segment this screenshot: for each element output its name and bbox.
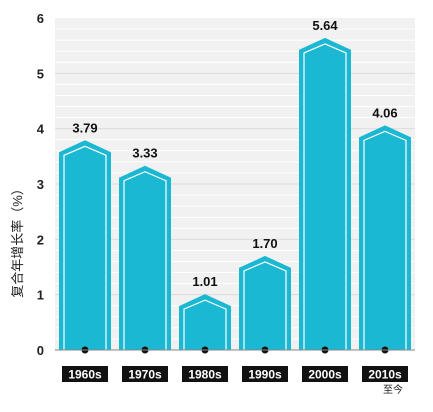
bar-inner-outline (183, 299, 227, 350)
category-1970s: 1970s (122, 366, 168, 382)
category-1990s: 1990s (242, 366, 288, 382)
y-axis-title: 复合年增长率（%） (10, 182, 25, 298)
bar-group-1980s: 1.01 (179, 274, 231, 354)
bar-group-1960s: 3.79 (59, 120, 111, 354)
bar (359, 125, 411, 350)
bar-inner-outline (303, 43, 347, 350)
value-label: 5.64 (312, 18, 338, 33)
bar-group-1990s: 1.70 (239, 236, 291, 354)
category-label: 2000s (308, 368, 342, 382)
category-label: 1960s (68, 368, 102, 382)
category-box (122, 366, 168, 382)
bar-inner-outline (63, 145, 107, 350)
bar-inner-outline (123, 171, 167, 350)
bar (179, 294, 231, 350)
bar-inner-outline (243, 261, 287, 350)
category-label: 1990s (248, 368, 282, 382)
category-label: 1970s (128, 368, 162, 382)
category-box (182, 366, 228, 382)
grid-lines (55, 28, 415, 340)
bar (239, 255, 291, 350)
category-1960s: 1960s (62, 366, 108, 382)
category-box (62, 366, 108, 382)
value-label: 1.01 (192, 274, 217, 289)
bar-inner-outline (363, 130, 407, 350)
category-box (302, 366, 348, 382)
category-label: 2010s (368, 368, 402, 382)
category-1980s: 1980s (182, 366, 228, 382)
y-tick-label: 1 (37, 288, 44, 303)
y-tick-label: 6 (37, 11, 44, 26)
y-tick-label: 0 (37, 343, 44, 358)
category-label: 1980s (188, 368, 222, 382)
y-tick-label: 4 (37, 122, 45, 137)
bar (299, 37, 351, 351)
category-2000s: 2000s (302, 366, 348, 382)
bar-group-2000s: 5.64 (299, 18, 351, 354)
bar (59, 140, 111, 350)
category-box (242, 366, 288, 382)
category-box (362, 366, 408, 382)
bars: 3.79 3.33 1.01 1.70 5.64 4.06 (59, 18, 411, 354)
value-label: 3.33 (132, 146, 157, 161)
y-tick-label: 2 (37, 232, 44, 247)
y-tick-label: 5 (37, 66, 44, 81)
value-label: 3.79 (72, 120, 97, 135)
bar (119, 165, 171, 350)
bar-group-2010s: 4.06 (359, 105, 411, 354)
y-tick-label: 3 (37, 177, 44, 192)
value-label: 4.06 (372, 105, 397, 120)
y-axis-ticks: 0 1 2 3 4 5 6 (37, 11, 45, 358)
category-note: 至今 (383, 383, 403, 396)
value-label: 1.70 (252, 236, 277, 251)
bar-group-1970s: 3.33 (119, 146, 171, 354)
